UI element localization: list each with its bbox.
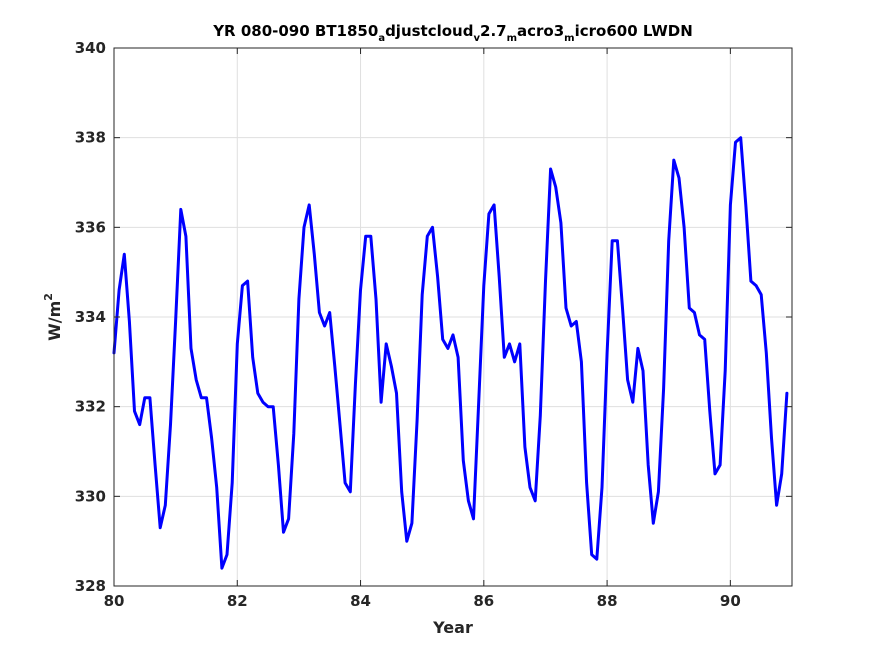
y-tick-label: 338 (75, 129, 106, 147)
y-tick-label: 328 (75, 577, 106, 595)
y-tick-label: 334 (75, 308, 106, 326)
data-layer (112, 136, 789, 570)
title-segment: acro3 (517, 22, 564, 40)
title-subscript: m (564, 33, 574, 44)
x-tick-label: 80 (104, 592, 125, 610)
title-segment: 2.7 (480, 22, 507, 40)
title-subscript: v (473, 33, 480, 44)
title-subscript: m (507, 33, 517, 44)
title-subscript: a (378, 33, 385, 44)
y-tick-label: 332 (75, 398, 106, 416)
y-tick-label: 336 (75, 218, 106, 236)
ticks (113, 47, 792, 587)
title-segment: icro600 LWDN (575, 22, 693, 40)
y-axis-label-superscript: 2 (42, 293, 55, 301)
x-tick-labels: 80 82 84 86 88 90 (104, 592, 741, 610)
x-tick-label: 88 (597, 592, 618, 610)
title-segment: YR 080-090 BT1850 (212, 22, 378, 40)
chart-title: YR 080-090 BT1850adjustcloudv2.7macro3mi… (212, 22, 693, 44)
x-tick-label: 84 (350, 592, 371, 610)
x-tick-label: 82 (227, 592, 248, 610)
y-tick-label: 340 (75, 39, 106, 57)
y-tick-labels: 328 330 332 334 336 338 340 (75, 39, 106, 595)
y-axis-label: W/m2 (42, 293, 64, 341)
y-axis-label-base: W/m (45, 301, 64, 341)
series-line (112, 136, 789, 570)
title-segment: djustcloud (385, 22, 473, 40)
y-tick-label: 330 (75, 487, 106, 505)
x-axis-label: Year (432, 618, 473, 637)
x-tick-label: 86 (473, 592, 494, 610)
x-tick-label: 90 (720, 592, 741, 610)
